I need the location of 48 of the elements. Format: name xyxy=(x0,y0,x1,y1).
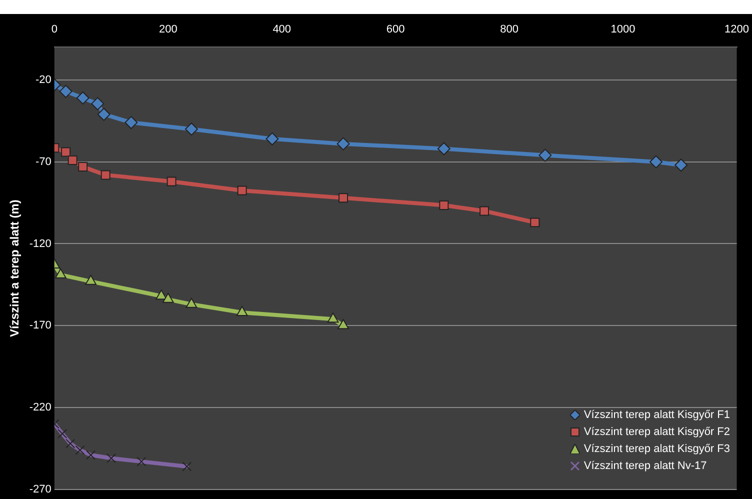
point xyxy=(538,148,552,162)
y-tick-label: -70 xyxy=(36,156,52,168)
point xyxy=(100,170,110,180)
legend-label: Vízszint terep alatt Kisgyőr F2 xyxy=(584,426,730,438)
x-tick-label: 600 xyxy=(386,24,405,36)
point xyxy=(78,162,88,172)
y-tick-label: -270 xyxy=(29,483,52,496)
point xyxy=(530,218,540,228)
point xyxy=(186,298,198,308)
x-tick-label: 0 xyxy=(51,24,58,36)
point xyxy=(124,116,138,130)
point xyxy=(76,91,90,104)
point xyxy=(327,312,339,323)
point xyxy=(162,292,174,303)
legend-label: Vízszint terep alatt Nv-17 xyxy=(584,460,707,472)
y-tick-label: -20 xyxy=(36,74,52,86)
x-tick-label: 400 xyxy=(272,24,292,36)
point xyxy=(237,186,247,196)
point xyxy=(236,306,248,316)
point xyxy=(336,137,350,150)
point xyxy=(184,122,198,136)
point xyxy=(85,274,97,285)
x-tick-label: 200 xyxy=(158,24,178,36)
x-tick-label: 800 xyxy=(500,24,518,36)
point xyxy=(480,206,490,216)
x-tick-label: 1000 xyxy=(610,24,636,36)
legend-label: Vízszint terep alatt Kisgyőr F3 xyxy=(584,443,730,455)
y-axis-title: Vízszint a terep alatt (m) xyxy=(8,200,22,337)
point xyxy=(61,147,71,157)
y-tick-label: -120 xyxy=(29,238,52,250)
y-tick-label: -170 xyxy=(29,320,52,332)
point xyxy=(439,200,449,210)
point xyxy=(59,84,72,98)
point xyxy=(91,97,104,110)
point xyxy=(266,132,279,146)
point xyxy=(68,155,78,165)
point xyxy=(54,268,66,278)
legend-label: Vízszint terep alatt Kisgyőr F1 xyxy=(584,409,730,421)
point xyxy=(338,193,348,203)
y-tick-label: -220 xyxy=(29,402,52,414)
point xyxy=(166,176,176,186)
point xyxy=(338,319,349,330)
point xyxy=(437,142,450,156)
x-tick-label: 1200 xyxy=(724,24,750,36)
point xyxy=(674,158,688,172)
point xyxy=(97,108,110,121)
point xyxy=(156,290,168,300)
point xyxy=(650,155,663,168)
